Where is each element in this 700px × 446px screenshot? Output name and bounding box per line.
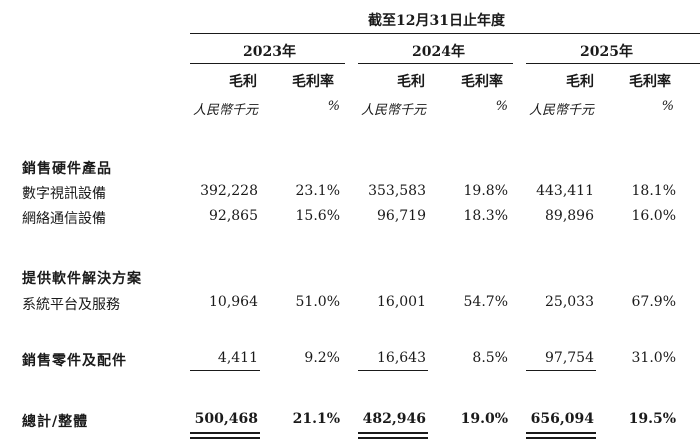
cell: 482,946 [362,411,426,427]
total-double-rule-2025-a [526,432,596,434]
cell: 18.3% [463,208,508,224]
unit-gross-margin-2025: % [661,99,674,114]
cell: 67.9% [631,294,676,310]
section-title-hardware: 銷售硬件產品 [22,161,112,177]
cell: 353,583 [368,183,426,199]
cell: 25,033 [545,294,594,310]
period-header: 截至12月31日止年度 [368,13,505,29]
cell: 23.1% [295,183,340,199]
year-rule-2023 [190,63,345,64]
cell: 92,865 [209,208,258,224]
cell: 8.5% [472,350,508,366]
total-double-rule-2025-b [526,437,596,439]
cell: 18.1% [631,183,676,199]
total-double-rule-2023-a [190,432,260,434]
year-rule-2024 [358,63,513,64]
col-gross-profit-2023: 毛利 [229,74,257,90]
col-gross-margin-2025: 毛利率 [629,74,671,90]
section-title-software: 提供軟件解決方案 [22,271,142,287]
cell: 51.0% [295,294,340,310]
cell: 89,896 [545,208,594,224]
total-double-rule-2024-b [358,437,428,439]
cell: 9.2% [304,350,340,366]
cell: 4,411 [217,350,258,366]
unit-gross-profit-2025: 人民幣千元 [528,103,594,118]
cell: 10,964 [209,294,258,310]
total-double-rule-2023-b [190,437,260,439]
cell: 15.6% [295,208,340,224]
col-gross-profit-2025: 毛利 [566,74,594,90]
cell: 500,468 [194,411,258,427]
row-label-network-comm: 網絡通信設備 [22,211,106,227]
year-header-2023: 2023年 [243,44,296,60]
row-label-parts: 銷售零件及配件 [22,353,127,369]
col-gross-margin-2024: 毛利率 [461,74,503,90]
cell: 21.1% [292,411,340,427]
period-header-rule [190,33,700,34]
cell: 97,754 [545,350,594,366]
cell: 31.0% [631,350,676,366]
unit-gross-margin-2023: % [327,99,340,114]
cell: 19.0% [460,411,508,427]
cell: 54.7% [463,294,508,310]
cell: 16,001 [377,294,426,310]
year-rule-2025 [526,63,700,64]
row-label-total: 總計/整體 [22,414,89,430]
cell: 443,411 [536,183,594,199]
total-double-rule-2024-a [358,432,428,434]
subtotal-rule-2024 [358,370,428,371]
row-label-platform-services: 系統平台及服務 [22,297,120,313]
unit-gross-profit-2024: 人民幣千元 [360,103,426,118]
cell: 16,643 [377,350,426,366]
subtotal-rule-2023 [190,370,260,371]
unit-gross-profit-2023: 人民幣千元 [192,103,258,118]
cell: 656,094 [530,411,594,427]
cell: 19.8% [463,183,508,199]
cell: 96,719 [377,208,426,224]
cell: 19.5% [628,411,676,427]
year-header-2024: 2024年 [412,44,465,60]
unit-gross-margin-2024: % [495,99,508,114]
row-label-digital-video: 數字視訊設備 [22,186,106,202]
cell: 392,228 [200,183,258,199]
subtotal-rule-2025 [526,370,596,371]
cell: 16.0% [631,208,676,224]
year-header-2025: 2025年 [580,44,633,60]
col-gross-margin-2023: 毛利率 [292,74,334,90]
col-gross-profit-2024: 毛利 [397,74,425,90]
